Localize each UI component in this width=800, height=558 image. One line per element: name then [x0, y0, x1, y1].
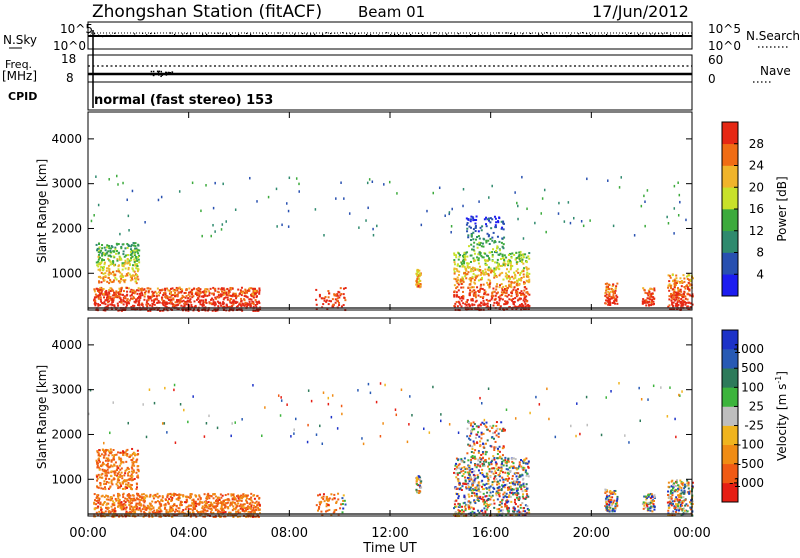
colorbar-segment — [722, 253, 738, 275]
x-tick-label: 20:00 — [573, 526, 610, 541]
power-colorbar: 4 8 12 16 20 24 28 Power [dB] — [722, 122, 789, 296]
y-axis-label: Slant Range [km] — [35, 365, 49, 469]
nsky-label: N.Sky — [3, 33, 37, 47]
y-tick-label: 1000 — [51, 472, 82, 486]
colorbar-tick-label: 1000 — [733, 342, 764, 356]
colorbar-segment — [722, 122, 738, 144]
freq-trace — [88, 66, 692, 77]
x-tick-label: 08:00 — [271, 526, 308, 541]
colorbar-segment — [722, 187, 738, 209]
colorbar-segment — [722, 387, 738, 406]
colorbar-segment — [722, 231, 738, 253]
freq-tick-high: 18 — [61, 52, 76, 66]
nsky-tick-low: 10^0 — [53, 39, 86, 53]
colorbar-tick-label: -25 — [744, 419, 764, 433]
time-axis: 00:00 04:00 08:00 12:00 16:00 20:00 00:00 — [69, 526, 710, 541]
colorbar-tick-label: 12 — [749, 224, 764, 238]
nsearch-tick-low: 10^0 — [708, 39, 741, 53]
colorbar-segment — [722, 166, 738, 188]
backscatter-texture — [91, 175, 694, 312]
colorbar-tick-label: 100 — [741, 380, 764, 394]
cpid-text: normal (fast stereo) 153 — [94, 93, 273, 108]
colorbar-tick-label: -100 — [737, 438, 764, 452]
colorbar-segment — [722, 445, 738, 464]
y-tick-label: 1000 — [51, 266, 82, 280]
colorbar-segment — [722, 406, 738, 425]
colorbar-tick-label: 20 — [749, 180, 764, 194]
beam-label: Beam 01 — [358, 3, 425, 21]
colorbar-tick-label: 25 — [749, 399, 764, 413]
y-tick-label: 4000 — [51, 338, 82, 352]
nsky-tick-high: 10^5 — [60, 22, 93, 36]
y-tick-label: 2000 — [51, 427, 82, 441]
x-axis-label: Time UT — [362, 541, 416, 554]
colorbar-label: Power [dB] — [775, 176, 789, 241]
nsearch-label: N.Search — [746, 29, 800, 43]
colorbar-tick-label: 24 — [749, 159, 764, 173]
date-label: 17/Jun/2012 — [592, 2, 689, 21]
nsky-trace — [88, 32, 692, 37]
plot-title: Zhongshan Station (fitACF) — [92, 2, 322, 22]
backscatter-texture — [88, 382, 694, 518]
colorbar-tick-label: 500 — [741, 361, 764, 375]
x-tick-label: 00:00 — [673, 526, 710, 541]
freq-unit: [MHz] — [2, 69, 37, 83]
x-tick-label: 12:00 — [371, 526, 408, 541]
y-tick-label: 3000 — [51, 177, 82, 191]
nave-tick-low: 0 — [708, 72, 716, 86]
colorbar-label-main: Velocity [m s — [775, 384, 789, 461]
colorbar-tick-label: 4 — [756, 267, 764, 281]
colorbar-segment — [722, 144, 738, 166]
colorbar-segment — [722, 368, 738, 387]
freq-tick-low: 8 — [66, 71, 74, 85]
colorbar-tick-label: -1000 — [729, 476, 764, 490]
y-tick-label: 2000 — [51, 221, 82, 235]
nave-label: Nave — [760, 64, 791, 78]
colorbar-label: Velocity [m s-1] — [774, 371, 789, 461]
freq-strip-frame — [88, 55, 692, 82]
y-tick-label: 3000 — [51, 383, 82, 397]
velocity-colorbar: 1000 500 100 25 -25 -100 -500 -1000 Velocity [m … — [722, 330, 789, 502]
colorbar-segment — [722, 209, 738, 231]
panel-frame — [88, 318, 692, 516]
colorbar-segment — [722, 426, 738, 445]
x-tick-label: 16:00 — [472, 526, 509, 541]
colorbar-tick-label: 28 — [749, 137, 764, 151]
nsearch-tick-high: 10^5 — [708, 22, 741, 36]
panel-frame — [88, 112, 692, 310]
cpid-label: CPID — [8, 90, 37, 103]
colorbar-tick-label: 8 — [756, 246, 764, 260]
colorbar-label-sup: -1 — [774, 376, 783, 384]
colorbar-tick-label: 16 — [749, 202, 764, 216]
colorbar-label-end: ] — [775, 371, 789, 376]
x-tick-label: 00:00 — [69, 526, 106, 541]
y-axis-label: Slant Range [km] — [35, 159, 49, 263]
colorbar-label-main: Power [dB] — [775, 176, 789, 241]
colorbar-segment — [722, 274, 738, 296]
y-tick-label: 4000 — [51, 132, 82, 146]
nave-tick-high: 60 — [708, 53, 723, 67]
x-tick-label: 04:00 — [170, 526, 207, 541]
colorbar-tick-label: -500 — [737, 457, 764, 471]
